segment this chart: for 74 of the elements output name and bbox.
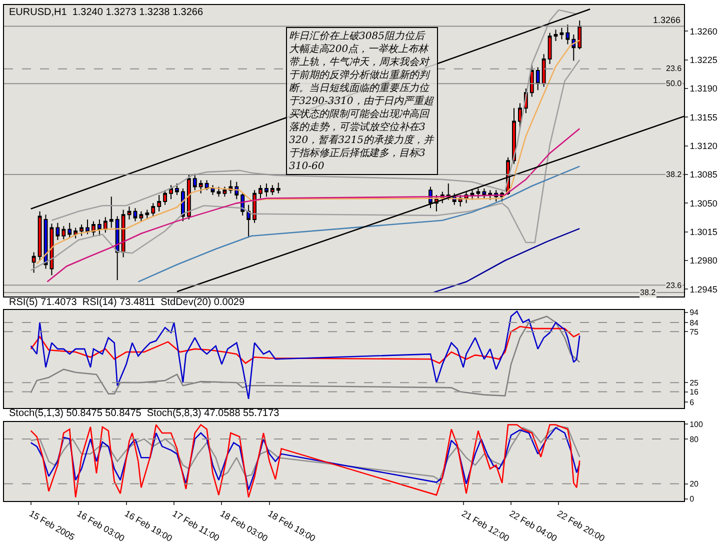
candlestick [74,227,78,239]
candlestick [566,24,570,45]
candlestick [151,202,156,217]
y-tick-label: 100 [690,420,704,429]
chart-title: RSI(5) 71.4073 RSI(14) 73.4811 StdDev(20) 0.0029 [9,297,245,308]
candlestick [127,206,132,220]
candlestick [97,219,102,236]
y-tick-label: 1.3155 [690,112,718,122]
candlestick [175,183,179,196]
y-tick-label: 1.3085 [690,170,718,180]
candlestick [198,180,203,194]
line-series [432,228,580,294]
candlestick [276,182,280,194]
candlestick [186,174,191,220]
y-tick-label: 1.3190 [690,84,718,94]
candlestick [512,108,516,164]
x-tick-label: 15 Feb 2005 [28,508,76,542]
candlestick [157,194,162,212]
candlestick [482,188,486,199]
candlestick [56,222,60,241]
candlestick [216,186,221,198]
y-tick-label: 1.3260 [690,26,718,36]
candlestick [109,196,114,228]
y-tick-label: 16 [690,388,700,397]
candlestick [80,224,84,236]
candlestick [192,173,197,191]
y-tick-label: 1.2945 [690,284,718,294]
y-tick-label: 25 [690,378,700,388]
annotation: 23.6 [666,64,682,73]
annotation: 38.2 [666,170,682,179]
line-series [30,326,580,364]
y-tick-label: 0 [690,494,695,504]
candlestick [548,32,552,64]
y-tick-label: 1.3225 [690,55,718,66]
chart-title: EURUSD,H1 1.3240 1.3273 1.3238 1.3266 [9,7,204,18]
y-tick-label: 84 [690,318,700,328]
candlestick [62,226,66,240]
candlestick [536,66,540,91]
candlestick [246,204,251,238]
candlestick [476,188,480,199]
ref-line-label: 1.3266 [653,15,681,25]
candlestick [542,54,546,88]
y-tick-label: 80 [690,434,700,444]
y-tick-label: 1.3120 [690,141,718,151]
candlestick [270,184,274,196]
candlestick [139,210,144,223]
candlestick [578,20,582,50]
candlestick [38,210,42,261]
chart-title: Stoch(5,1,3) 50.8475 50.8475 Stoch(5,8,3) 47.0588 55.7173 [9,408,280,419]
annotation: 50.0 [666,79,682,88]
candlestick [258,184,262,199]
candlestick [169,184,173,200]
y-tick-label: 20 [690,480,700,489]
candlestick [32,252,36,274]
y-tick-label: 75 [690,327,700,336]
y-tick-label: 1.2980 [690,256,718,266]
candlestick [86,219,90,235]
candlestick [264,183,268,198]
candlestick [554,29,558,42]
candlestick [145,209,150,220]
candlestick [560,27,564,40]
candlestick [103,216,108,234]
candlestick [530,63,534,98]
text: 昨日汇价在上破3085阻力位后大幅走高200点，一举枚上布林带上轨，牛气冲天，周末我会对于前期的反弹分析做出重新的判断。当日短线面临的重要压力位于3290-3310，由于日内严重超买状态的限制可能会出现冲高回落的走势，可尝试放空位补在3320，暂看3215的承接力度，并于指标修正后择低建多，目标3310-60 [289,31,434,172]
y-tick-label: 1.3050 [690,198,718,208]
candlestick [133,208,138,222]
y-tick-label: 6 [690,398,695,407]
candlestick [163,190,168,206]
annotation: 23.6 [666,281,682,290]
y-tick-label: 94 [690,308,700,318]
candlestick [68,222,72,238]
annotation: 38.2 [640,288,656,297]
y-tick-label: 1.3015 [690,226,718,237]
candlestick [222,186,227,198]
